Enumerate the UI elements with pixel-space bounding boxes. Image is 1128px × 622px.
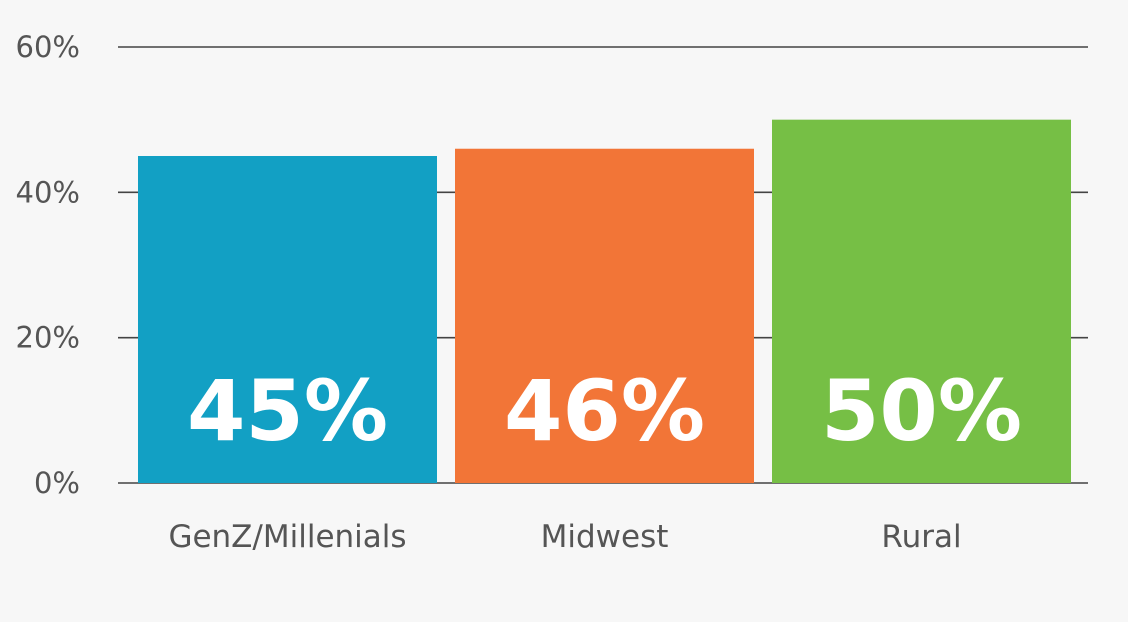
y-tick-label: 60% [16, 30, 80, 64]
x-category-label: Rural [881, 519, 961, 555]
bar-value-label: 50% [821, 362, 1022, 460]
bar-value-label: 45% [187, 362, 388, 460]
bar-1 [455, 148, 754, 483]
bar-2 [772, 119, 1071, 484]
bar-0 [138, 156, 437, 483]
y-tick-label: 0% [34, 466, 80, 500]
x-category-label: GenZ/Millenials [168, 519, 406, 555]
y-tick-label: 40% [16, 175, 80, 209]
x-category-label: Midwest [541, 519, 669, 555]
bar-value-label: 46% [504, 362, 705, 460]
x-axis: GenZ/Millenials Midwest Rural [168, 519, 961, 555]
y-tick-label: 20% [16, 321, 80, 355]
bars: 45% 46% 50% [138, 119, 1071, 484]
y-axis: 0% 20% 40% 60% [16, 30, 80, 500]
